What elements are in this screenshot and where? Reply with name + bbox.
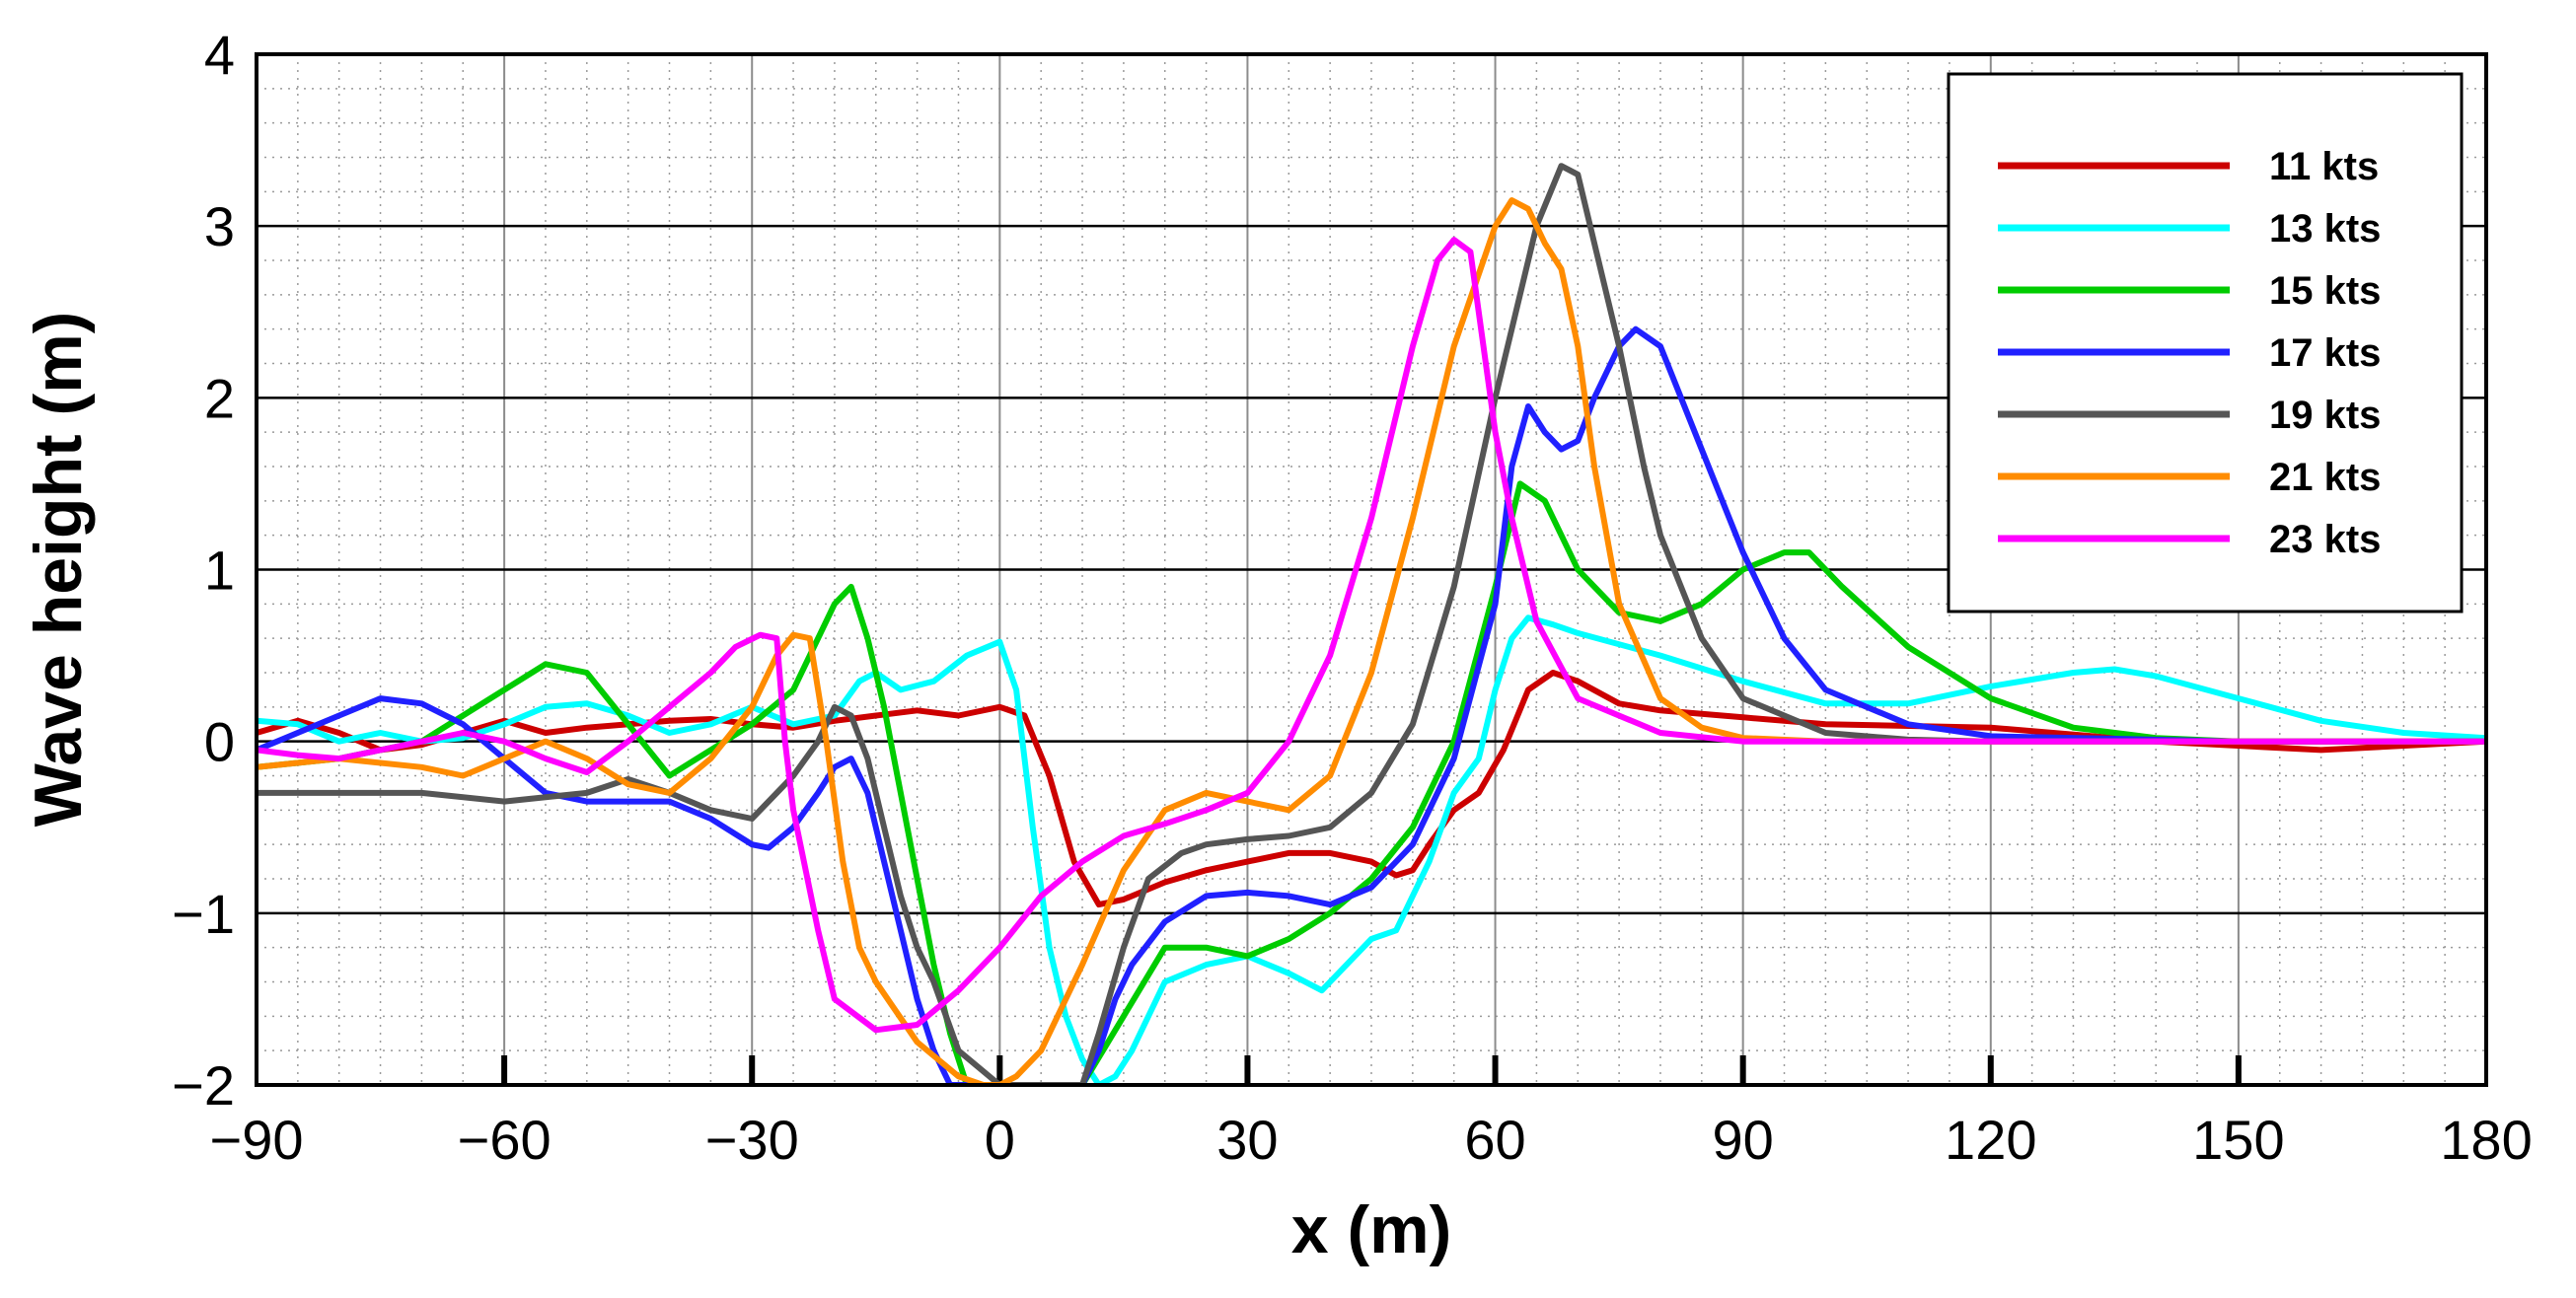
y-axis-title: Wave height (m) <box>21 312 96 828</box>
x-tick-label: 60 <box>1464 1109 1525 1171</box>
x-axis-title: x (m) <box>1291 1192 1451 1267</box>
y-tick-label: 2 <box>204 367 235 429</box>
y-tick-label: 1 <box>204 540 235 602</box>
x-tick-label: −90 <box>210 1109 304 1171</box>
y-tick-labels: −2 −1 0 1 2 3 4 <box>172 24 235 1117</box>
series-line-19-kts <box>257 163 2486 1085</box>
plot-frame <box>255 52 2488 1087</box>
x-tick-label: −60 <box>458 1109 552 1171</box>
series-line-21-kts <box>257 197 2486 1085</box>
legend-label: 11 kts <box>2269 145 2379 188</box>
x-tick-label: 180 <box>2440 1109 2532 1171</box>
y-tick-label: −2 <box>172 1054 235 1117</box>
series-line-23-kts <box>257 237 2486 1034</box>
series-lines <box>257 163 2486 1085</box>
minor-grid <box>257 54 2486 1085</box>
legend-label: 13 kts <box>2269 207 2381 251</box>
legend-label: 17 kts <box>2269 331 2381 375</box>
legend-label: 23 kts <box>2269 518 2381 561</box>
x-tick-label: −30 <box>705 1109 799 1171</box>
y-tick-label: −1 <box>172 883 235 945</box>
legend-label: 19 kts <box>2269 394 2381 437</box>
y-tick-label: 4 <box>204 24 235 86</box>
legend: 11 kts 13 kts 15 kts 17 kts 19 kts 21 kts 23 k… <box>1947 72 2464 613</box>
x-tick-label: 0 <box>985 1109 1015 1171</box>
x-tick-label: 150 <box>2192 1109 2284 1171</box>
legend-label: 15 kts <box>2269 269 2381 313</box>
y-tick-label: 0 <box>204 711 235 773</box>
y-tick-label: 3 <box>204 195 235 257</box>
series-line-17-kts <box>257 325 2486 1085</box>
series-line-11-kts <box>257 670 2486 908</box>
legend-box <box>1947 72 2464 613</box>
legend-label: 21 kts <box>2269 456 2381 499</box>
series-line-13-kts <box>257 614 2486 1085</box>
x-tick-label: 90 <box>1713 1109 1774 1171</box>
x-tick-label: 30 <box>1216 1109 1278 1171</box>
x-tick-label: 120 <box>1945 1109 2036 1171</box>
x-axis-ticks <box>501 1055 2242 1085</box>
x-tick-labels: −90 −60 −30 0 30 60 90 120 150 180 <box>210 1109 2533 1171</box>
